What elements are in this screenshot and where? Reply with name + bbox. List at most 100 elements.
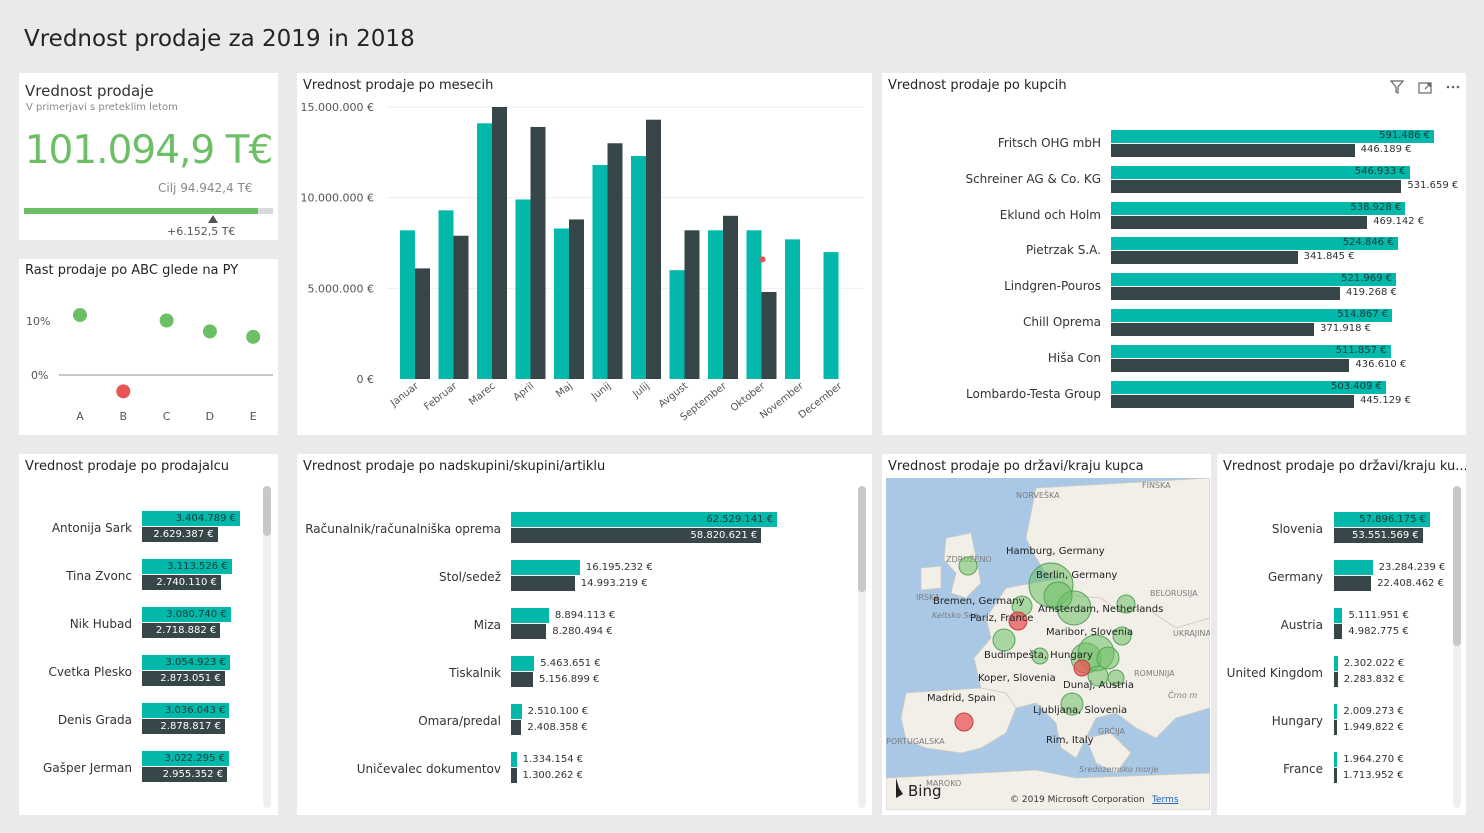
bar-current[interactable] [823, 252, 839, 379]
city-bubble[interactable] [992, 628, 1016, 652]
data-point[interactable] [116, 384, 131, 399]
abc-growth-card[interactable]: Rast prodaje po ABC glede na PY 10% 0% A B C… [19, 259, 278, 435]
bar-current[interactable] [1334, 512, 1430, 527]
bar-current[interactable] [554, 228, 569, 379]
city-bubble[interactable] [1096, 646, 1120, 670]
city-bubble[interactable] [1112, 626, 1132, 646]
bar-previous[interactable] [1111, 287, 1340, 301]
data-point[interactable] [73, 308, 87, 323]
more-options-icon[interactable] [1445, 79, 1461, 95]
bar-current[interactable] [1334, 560, 1373, 575]
bar-current[interactable] [592, 165, 608, 379]
bar-previous[interactable] [1334, 528, 1423, 543]
bar-current[interactable] [142, 655, 230, 670]
bar-current[interactable] [1334, 752, 1338, 767]
city-bubble[interactable] [1087, 665, 1109, 687]
city-bubble[interactable] [1116, 594, 1136, 614]
bar-current[interactable] [669, 270, 685, 379]
bar-previous[interactable] [142, 671, 225, 686]
salespeople-card[interactable]: Vrednost prodaje po prodajalcu Antonija … [19, 454, 278, 815]
bar-previous[interactable] [761, 291, 777, 379]
bar-current[interactable] [631, 155, 646, 379]
filter-icon[interactable] [1389, 79, 1405, 95]
bar-previous[interactable] [142, 575, 221, 590]
bar-current[interactable] [142, 607, 231, 622]
bar-previous[interactable] [1111, 358, 1350, 372]
bar-previous[interactable] [511, 672, 533, 687]
bar-previous[interactable] [142, 767, 228, 782]
bar-current[interactable] [511, 656, 535, 671]
bar-previous[interactable] [1334, 720, 1338, 735]
scrollbar-thumb[interactable] [263, 486, 271, 536]
city-bubble[interactable] [1060, 692, 1084, 716]
bar-current[interactable] [746, 230, 762, 379]
bar-previous[interactable] [453, 235, 469, 379]
bar-previous[interactable] [142, 527, 218, 542]
customers-card[interactable]: Vrednost prodaje po kupcih Fritsch OHG m… [882, 73, 1466, 435]
salespeople-scrollbar[interactable] [263, 486, 271, 808]
city-bubble[interactable] [1043, 581, 1073, 611]
bar-current[interactable] [515, 199, 531, 379]
bar-current[interactable] [1111, 130, 1434, 143]
bar-previous[interactable] [723, 215, 738, 379]
bar-previous[interactable] [1334, 768, 1337, 783]
bar-current[interactable] [511, 752, 517, 767]
bar-previous[interactable] [511, 720, 522, 735]
bar-previous[interactable] [511, 576, 575, 591]
bar-current[interactable] [1111, 273, 1397, 287]
city-bubble[interactable] [958, 556, 978, 576]
bar-current[interactable] [1334, 608, 1343, 623]
monthly-sales-card[interactable]: Vrednost prodaje po mesecih 15.000.000 €… [297, 73, 872, 435]
bar-previous[interactable] [1111, 251, 1298, 265]
bar-previous[interactable] [569, 219, 584, 379]
countries-scrollbar[interactable] [1453, 486, 1461, 808]
bar-previous[interactable] [1334, 624, 1343, 639]
bar-current[interactable] [477, 123, 492, 379]
bar-current[interactable] [511, 608, 549, 623]
bar-previous[interactable] [1334, 576, 1372, 591]
bar-current[interactable] [1334, 656, 1338, 671]
bar-previous[interactable] [492, 107, 507, 379]
bar-current[interactable] [1111, 344, 1391, 358]
bar-previous[interactable] [1111, 144, 1355, 157]
bar-previous[interactable] [142, 623, 221, 638]
bar-previous[interactable] [511, 528, 762, 543]
data-point[interactable] [159, 313, 174, 328]
focus-mode-icon[interactable] [1417, 79, 1433, 95]
city-bubble-negative[interactable] [954, 712, 974, 732]
bar-current[interactable] [1111, 165, 1410, 179]
bar-current[interactable] [1111, 237, 1398, 251]
bar-current[interactable] [438, 210, 454, 379]
bar-current[interactable] [785, 239, 800, 379]
scrollbar-thumb[interactable] [1453, 486, 1461, 646]
bar-current[interactable] [400, 230, 415, 379]
bar-current[interactable] [142, 751, 229, 766]
bar-previous[interactable] [607, 143, 623, 379]
city-bubble-negative[interactable] [1008, 611, 1028, 631]
map-card[interactable]: Vrednost prodaje po državi/kraju kupca N… [882, 454, 1211, 815]
bar-previous[interactable] [530, 126, 546, 379]
bar-previous[interactable] [511, 624, 547, 639]
map-terms-link[interactable]: Terms [1151, 795, 1179, 805]
scrollbar-thumb[interactable] [858, 486, 866, 592]
bar-current[interactable] [1111, 309, 1393, 322]
bar-current[interactable] [511, 512, 777, 527]
product-groups-card[interactable]: Vrednost prodaje po nadskupini/skupini/a… [297, 454, 872, 815]
bar-previous[interactable] [1334, 672, 1338, 687]
bar-previous[interactable] [1111, 215, 1368, 229]
bar-current[interactable] [142, 511, 240, 526]
bar-previous[interactable] [646, 119, 661, 379]
data-point[interactable] [202, 324, 217, 339]
bar-previous[interactable] [415, 268, 430, 379]
bar-previous[interactable] [511, 768, 517, 783]
city-bubble-negative[interactable] [1073, 659, 1091, 677]
bar-current[interactable] [511, 560, 580, 575]
bar-previous[interactable] [142, 719, 225, 734]
data-point[interactable] [246, 329, 261, 344]
countries-card[interactable]: Vrednost prodaje po državi/kraju ku... S… [1217, 454, 1466, 815]
kpi-card[interactable]: Vrednost prodaje V primerjavi s pretekli… [19, 73, 278, 240]
bar-current[interactable] [1334, 704, 1338, 719]
bar-current[interactable] [142, 559, 232, 574]
bar-previous[interactable] [1111, 179, 1402, 193]
bar-current[interactable] [1111, 380, 1386, 394]
